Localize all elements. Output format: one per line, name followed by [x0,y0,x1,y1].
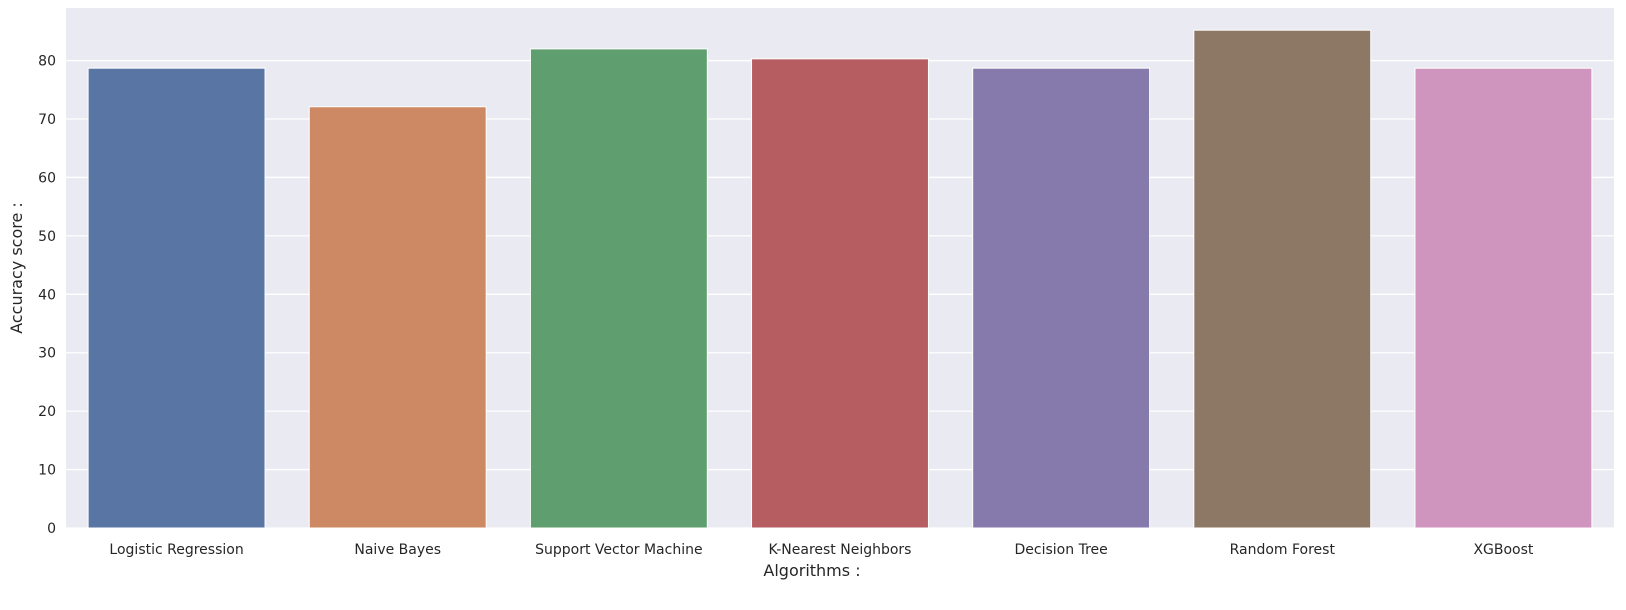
x-tick-label: Naive Bayes [354,542,441,558]
y-tick-label: 10 [38,463,56,479]
x-tick-label: K-Nearest Neighbors [769,542,912,558]
x-tick-label: Random Forest [1230,542,1336,558]
bars [87,29,1593,529]
bar-decision-tree [972,67,1151,529]
x-tick-label: Logistic Regression [109,542,243,558]
y-tick-labels: 0 10 20 30 40 50 60 70 80 [38,54,56,537]
x-tick-labels: Logistic Regression Naive Bayes Support Ve… [109,542,1533,558]
bar-random-forest [1193,29,1372,529]
y-tick-label: 40 [38,287,56,303]
x-tick-label: Decision Tree [1015,542,1108,558]
bar-naive-bayes [308,106,487,529]
y-tick-label: 30 [38,346,56,362]
x-tick-label: XGBoost [1473,542,1533,558]
y-tick-label: 80 [38,54,56,70]
bar-xgboost [1414,67,1593,529]
y-tick-label: 0 [47,521,56,537]
bar-logistic-regression [87,67,266,529]
bar-k-nearest-neighbors [751,58,929,529]
y-tick-label: 60 [38,170,56,186]
y-tick-label: 70 [38,112,56,128]
x-tick-label: Support Vector Machine [535,542,702,558]
y-tick-label: 50 [38,229,56,245]
bar-support-vector-machine [529,48,708,529]
y-tick-label: 20 [38,404,56,420]
x-axis-label: Algorithms : [763,561,860,580]
y-axis-label: Accuracy score : [7,202,26,334]
